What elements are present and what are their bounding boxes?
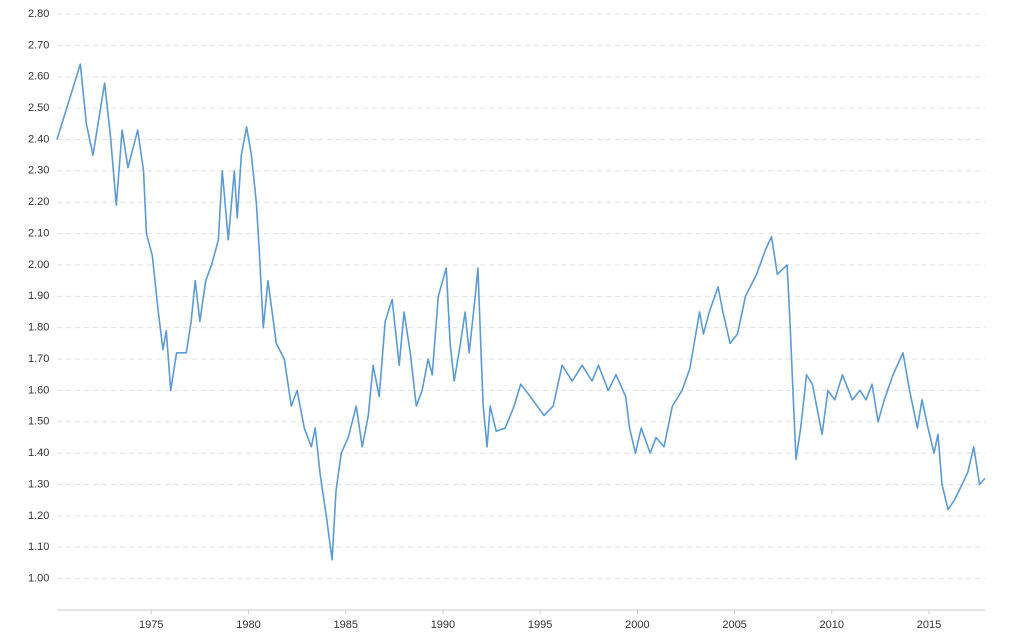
y-tick-label: 2.00 xyxy=(28,259,49,271)
x-tick-label: 2015 xyxy=(917,619,941,631)
y-tick-label: 2.70 xyxy=(28,39,49,51)
y-tick-label: 2.10 xyxy=(28,227,49,239)
y-tick-label: 1.10 xyxy=(28,541,49,553)
y-tick-label: 1.00 xyxy=(28,573,49,585)
x-tick-label: 1985 xyxy=(333,619,357,631)
y-tick-label: 1.70 xyxy=(28,353,49,365)
x-tick-label: 1975 xyxy=(139,619,163,631)
y-tick-label: 1.30 xyxy=(28,478,49,490)
x-tick-label: 1995 xyxy=(528,619,552,631)
x-tick-label: 2005 xyxy=(722,619,746,631)
x-tick-label: 2000 xyxy=(625,619,649,631)
y-tick-label: 2.20 xyxy=(28,196,49,208)
y-tick-label: 2.50 xyxy=(28,102,49,114)
y-tick-label: 2.30 xyxy=(28,165,49,177)
x-tick-label: 2010 xyxy=(820,619,844,631)
y-tick-label: 2.60 xyxy=(28,71,49,83)
y-tick-label: 1.60 xyxy=(28,384,49,396)
y-tick-label: 2.80 xyxy=(28,8,49,20)
y-tick-label: 1.40 xyxy=(28,447,49,459)
y-tick-label: 1.50 xyxy=(28,416,49,428)
x-tick-label: 1980 xyxy=(236,619,260,631)
y-tick-label: 1.20 xyxy=(28,510,49,522)
y-tick-label: 2.40 xyxy=(28,133,49,145)
y-tick-label: 1.90 xyxy=(28,290,49,302)
data-line xyxy=(56,63,986,561)
x-tick-label: 1990 xyxy=(431,619,455,631)
y-tick-label: 1.80 xyxy=(28,322,49,334)
